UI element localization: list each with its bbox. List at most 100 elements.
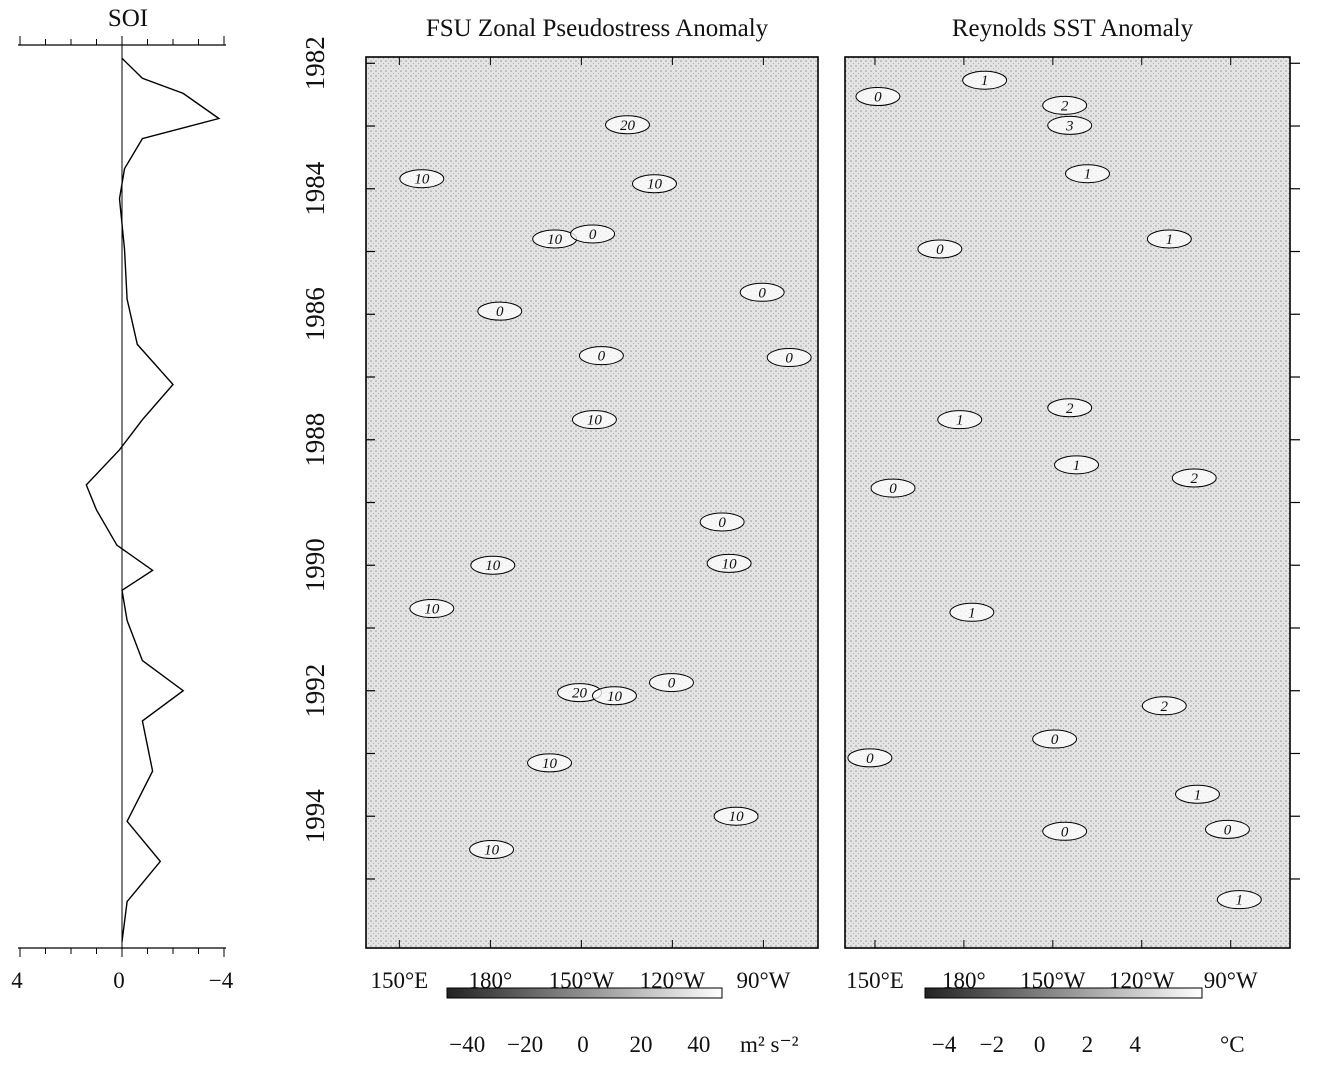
contour-loop <box>1141 696 1187 716</box>
contour-loop <box>766 348 812 368</box>
chart-title: FSU Zonal Pseudostress Anomaly <box>426 15 769 42</box>
colorbar-tick-label: 40 <box>687 1032 710 1057</box>
contour-label: 2 <box>1190 471 1198 487</box>
contour-loop <box>631 174 677 194</box>
contour-label: 10 <box>414 172 430 188</box>
contour-label: 0 <box>758 285 766 301</box>
contour-loop <box>949 602 995 622</box>
contour-label: 0 <box>1224 822 1232 838</box>
x-tick-label: 4 <box>11 968 23 993</box>
contour-loop <box>1032 729 1078 749</box>
contour-loop <box>1146 229 1192 249</box>
contour-loop <box>604 115 650 135</box>
contour-label: 0 <box>866 751 874 767</box>
contour-loop <box>470 555 516 575</box>
y-tick-label: 1992 <box>300 664 330 718</box>
contour-label: 0 <box>668 676 676 692</box>
contour-loop <box>739 282 785 302</box>
contour-loop <box>1042 821 1088 841</box>
x-tick-label: 0 <box>113 968 125 993</box>
x-tick-label: −4 <box>209 968 234 993</box>
soi-line <box>85 57 221 942</box>
contour-loop <box>713 806 759 826</box>
contour-loop <box>706 553 752 573</box>
contour-loop <box>962 70 1008 90</box>
colorbar-tick-label: −2 <box>980 1032 1004 1057</box>
contour-label: 10 <box>547 232 563 248</box>
contour-loop <box>477 301 523 321</box>
contour-label: 0 <box>718 515 726 531</box>
contour-label: 20 <box>572 686 588 702</box>
contour-loop <box>399 169 445 189</box>
contour-loop <box>1204 819 1250 839</box>
colorbar-tick-label: −40 <box>449 1032 485 1057</box>
contour-label: 10 <box>607 689 623 705</box>
x-tick-label: 150°E <box>846 968 904 993</box>
x-tick-label: 90°W <box>736 968 790 993</box>
contour-loop <box>591 686 637 706</box>
contour-label: 0 <box>1061 824 1069 840</box>
y-tick-label: 1994 <box>300 789 330 844</box>
contour-loop <box>527 753 573 773</box>
contour-label: 10 <box>424 602 440 618</box>
x-tick-label: 90°W <box>1204 968 1258 993</box>
y-tick-label: 1984 <box>300 161 330 216</box>
colorbar <box>924 987 1203 999</box>
contour-loop <box>917 239 963 259</box>
contour-loop <box>409 599 455 619</box>
contour-label: 1 <box>1073 458 1081 474</box>
contour-label: 2 <box>1061 98 1069 114</box>
contour-loop <box>1047 398 1093 418</box>
contour-label: 10 <box>484 842 500 858</box>
contour-loop <box>1042 95 1088 115</box>
contour-loop <box>1175 784 1221 804</box>
contour-label: 10 <box>542 756 558 772</box>
colorbar-tick-label: −20 <box>507 1032 543 1057</box>
contour-loop <box>847 748 893 768</box>
contour-loop <box>571 410 617 430</box>
colorbar-tick-label: 4 <box>1129 1032 1141 1057</box>
panel-field <box>365 56 819 949</box>
contour-label: 1 <box>1084 167 1092 183</box>
contour-label: 10 <box>647 177 663 193</box>
contour-loop <box>1171 468 1217 488</box>
contour-loop <box>1054 455 1100 475</box>
contour-label: 10 <box>729 809 745 825</box>
contour-label: 20 <box>620 118 636 134</box>
colorbar-tick-label: 20 <box>629 1032 652 1057</box>
contour-label: 1 <box>1194 787 1202 803</box>
contour-label: 10 <box>722 556 738 572</box>
contour-label: 1 <box>1236 893 1244 909</box>
contour-loop <box>648 673 694 693</box>
contour-label: 0 <box>874 90 882 106</box>
colorbar-tick-label: 0 <box>577 1032 589 1057</box>
contour-label: 2 <box>1066 401 1074 417</box>
contour-loop <box>870 478 916 498</box>
contour-label: 0 <box>889 481 897 497</box>
panel-field <box>844 56 1291 949</box>
colorbar-unit: °C <box>1220 1032 1245 1057</box>
contour-label: 2 <box>1161 699 1169 715</box>
contour-label: 0 <box>785 351 793 367</box>
chart-title: Reynolds SST Anomaly <box>952 15 1194 42</box>
contour-label: 10 <box>485 558 501 574</box>
contour-label: 1 <box>981 73 989 89</box>
y-tick-label: 1982 <box>300 36 330 90</box>
contour-label: 0 <box>496 304 504 320</box>
x-tick-label: 150°E <box>370 968 428 993</box>
colorbar-tick-label: 2 <box>1082 1032 1094 1057</box>
y-tick-label: 1988 <box>300 413 330 467</box>
chart-title: SOI <box>108 5 148 32</box>
contour-loop <box>937 410 983 430</box>
colorbar-tick-label: 0 <box>1034 1032 1046 1057</box>
contour-label: 1 <box>968 605 976 621</box>
contour-label: 10 <box>587 413 603 429</box>
colorbar <box>446 987 723 999</box>
contour-loop <box>699 512 745 532</box>
contour-label: 0 <box>936 242 944 258</box>
contour-loop <box>1216 890 1262 910</box>
colorbar-unit: m² s⁻² <box>740 1032 799 1057</box>
contour-loop <box>578 346 624 366</box>
contour-loop <box>570 224 616 244</box>
